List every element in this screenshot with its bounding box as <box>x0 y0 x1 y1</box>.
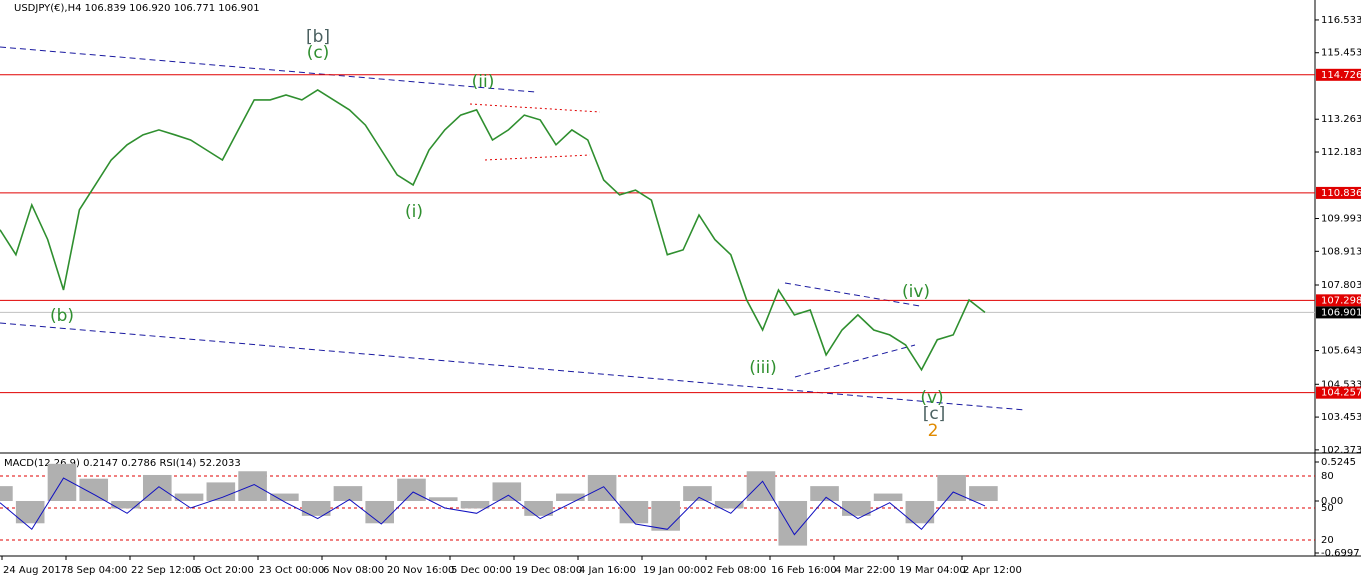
y-tick-label: 102.373 <box>1321 445 1361 456</box>
level-label: 110.836 <box>1321 188 1361 199</box>
wave-label: (c) <box>307 43 330 63</box>
y-tick-label: 116.533 <box>1321 15 1361 26</box>
macd-bar <box>428 497 458 501</box>
wave-label: [c] <box>923 404 946 424</box>
macd-bar <box>842 500 871 516</box>
macd-bar <box>270 493 299 501</box>
macd-bar <box>15 500 45 524</box>
macd-bar <box>79 478 109 501</box>
channel-line <box>469 103 601 113</box>
macd-bar <box>460 500 490 509</box>
macd-bar <box>651 500 680 531</box>
trend-line <box>0 322 1026 411</box>
x-tick-label: 2 Feb 08:00 <box>707 565 766 576</box>
macd-bar <box>778 500 808 546</box>
trend-line <box>794 344 916 378</box>
x-tick-label: 19 Mar 04:00 <box>899 565 966 576</box>
x-tick-label: 24 Aug 2017 <box>3 565 67 576</box>
y-tick-label: 20 <box>1321 535 1334 546</box>
macd-bar <box>206 482 236 501</box>
macd-bar <box>333 486 363 501</box>
y2-tick-label: 0.5245 <box>1321 457 1356 468</box>
macd-bar <box>174 493 204 501</box>
macd-bar <box>238 471 267 501</box>
price-line <box>0 88 986 372</box>
current-price-box <box>1316 306 1361 319</box>
y2-tick-label: 0.00 <box>1321 496 1343 507</box>
indicator-title: MACD(12,26,9) 0.2147 0.2786 RSI(14) 52.2… <box>4 458 241 469</box>
y-tick-label: 112.183 <box>1321 147 1361 158</box>
y-tick-label: 104.533 <box>1321 379 1361 390</box>
level-label-box <box>1316 186 1361 199</box>
macd-bar <box>905 500 935 524</box>
macd-bar <box>619 500 649 524</box>
macd-bar <box>937 474 966 501</box>
x-tick-label: 2 Apr 12:00 <box>963 565 1022 576</box>
macd-bar <box>556 493 585 501</box>
x-tick-label: 4 Mar 22:00 <box>835 565 895 576</box>
y-tick-label: 109.993 <box>1321 214 1361 225</box>
x-tick-label: 20 Nov 16:00 <box>387 565 454 576</box>
level-label: 114.726 <box>1321 70 1361 81</box>
level-label: 107.298 <box>1321 295 1361 306</box>
macd-bar <box>111 500 140 509</box>
x-tick-label: 16 Feb 16:00 <box>771 565 837 576</box>
current-price-label: 106.901 <box>1321 307 1361 318</box>
rsi-line <box>0 477 986 536</box>
y-tick-label: 105.643 <box>1321 346 1361 357</box>
x-tick-label: 19 Dec 08:00 <box>515 565 582 576</box>
y-tick-label: 115.453 <box>1321 48 1361 59</box>
x-tick-label: 4 Jan 16:00 <box>579 565 636 576</box>
wave-label: [b] <box>306 27 330 47</box>
y2-tick-label: -0.6997 <box>1321 548 1360 559</box>
macd-bar <box>683 486 712 501</box>
macd-bar <box>873 493 903 501</box>
x-tick-label: 23 Oct 00:00 <box>259 565 324 576</box>
macd-bar <box>397 478 426 501</box>
wave-label: (iv) <box>902 282 930 302</box>
y-tick-label: 108.913 <box>1321 246 1361 257</box>
macd-bar <box>524 500 553 516</box>
macd-bar <box>301 500 331 516</box>
macd-bar <box>969 486 998 501</box>
x-tick-label: 22 Sep 12:00 <box>131 565 198 576</box>
x-tick-label: 19 Jan 00:00 <box>643 565 706 576</box>
x-tick-label: 5 Dec 00:00 <box>451 565 512 576</box>
macd-bar <box>365 500 394 524</box>
macd-bar <box>0 486 13 501</box>
macd-bar <box>492 482 522 501</box>
level-label-box <box>1316 294 1361 307</box>
trend-line <box>784 282 921 307</box>
x-tick-label: 8 Sep 04:00 <box>67 565 127 576</box>
wave-label: (ii) <box>472 72 495 92</box>
macd-bar <box>810 486 839 501</box>
y-tick-label: 50 <box>1321 503 1334 514</box>
wave-label: (b) <box>50 306 74 326</box>
wave-label: (v) <box>920 388 943 408</box>
wave-label: 2 <box>928 421 939 441</box>
y-tick-label: 80 <box>1321 471 1334 482</box>
level-label: 104.257 <box>1321 388 1361 399</box>
level-label-box <box>1316 68 1361 81</box>
level-label-box <box>1316 386 1361 399</box>
chart-header: USDJPY(€),H4 106.839 106.920 106.771 106… <box>14 3 260 14</box>
x-tick-label: 6 Oct 20:00 <box>195 565 254 576</box>
y-tick-label: 107.803 <box>1321 280 1361 291</box>
wave-label: (i) <box>405 202 423 222</box>
wave-label: (iii) <box>749 358 776 378</box>
macd-bar <box>714 500 744 509</box>
y-tick-label: 113.263 <box>1321 114 1361 125</box>
x-tick-label: 6 Nov 08:00 <box>323 565 384 576</box>
y-tick-label: 103.453 <box>1321 412 1361 423</box>
macd-bar <box>746 471 776 501</box>
